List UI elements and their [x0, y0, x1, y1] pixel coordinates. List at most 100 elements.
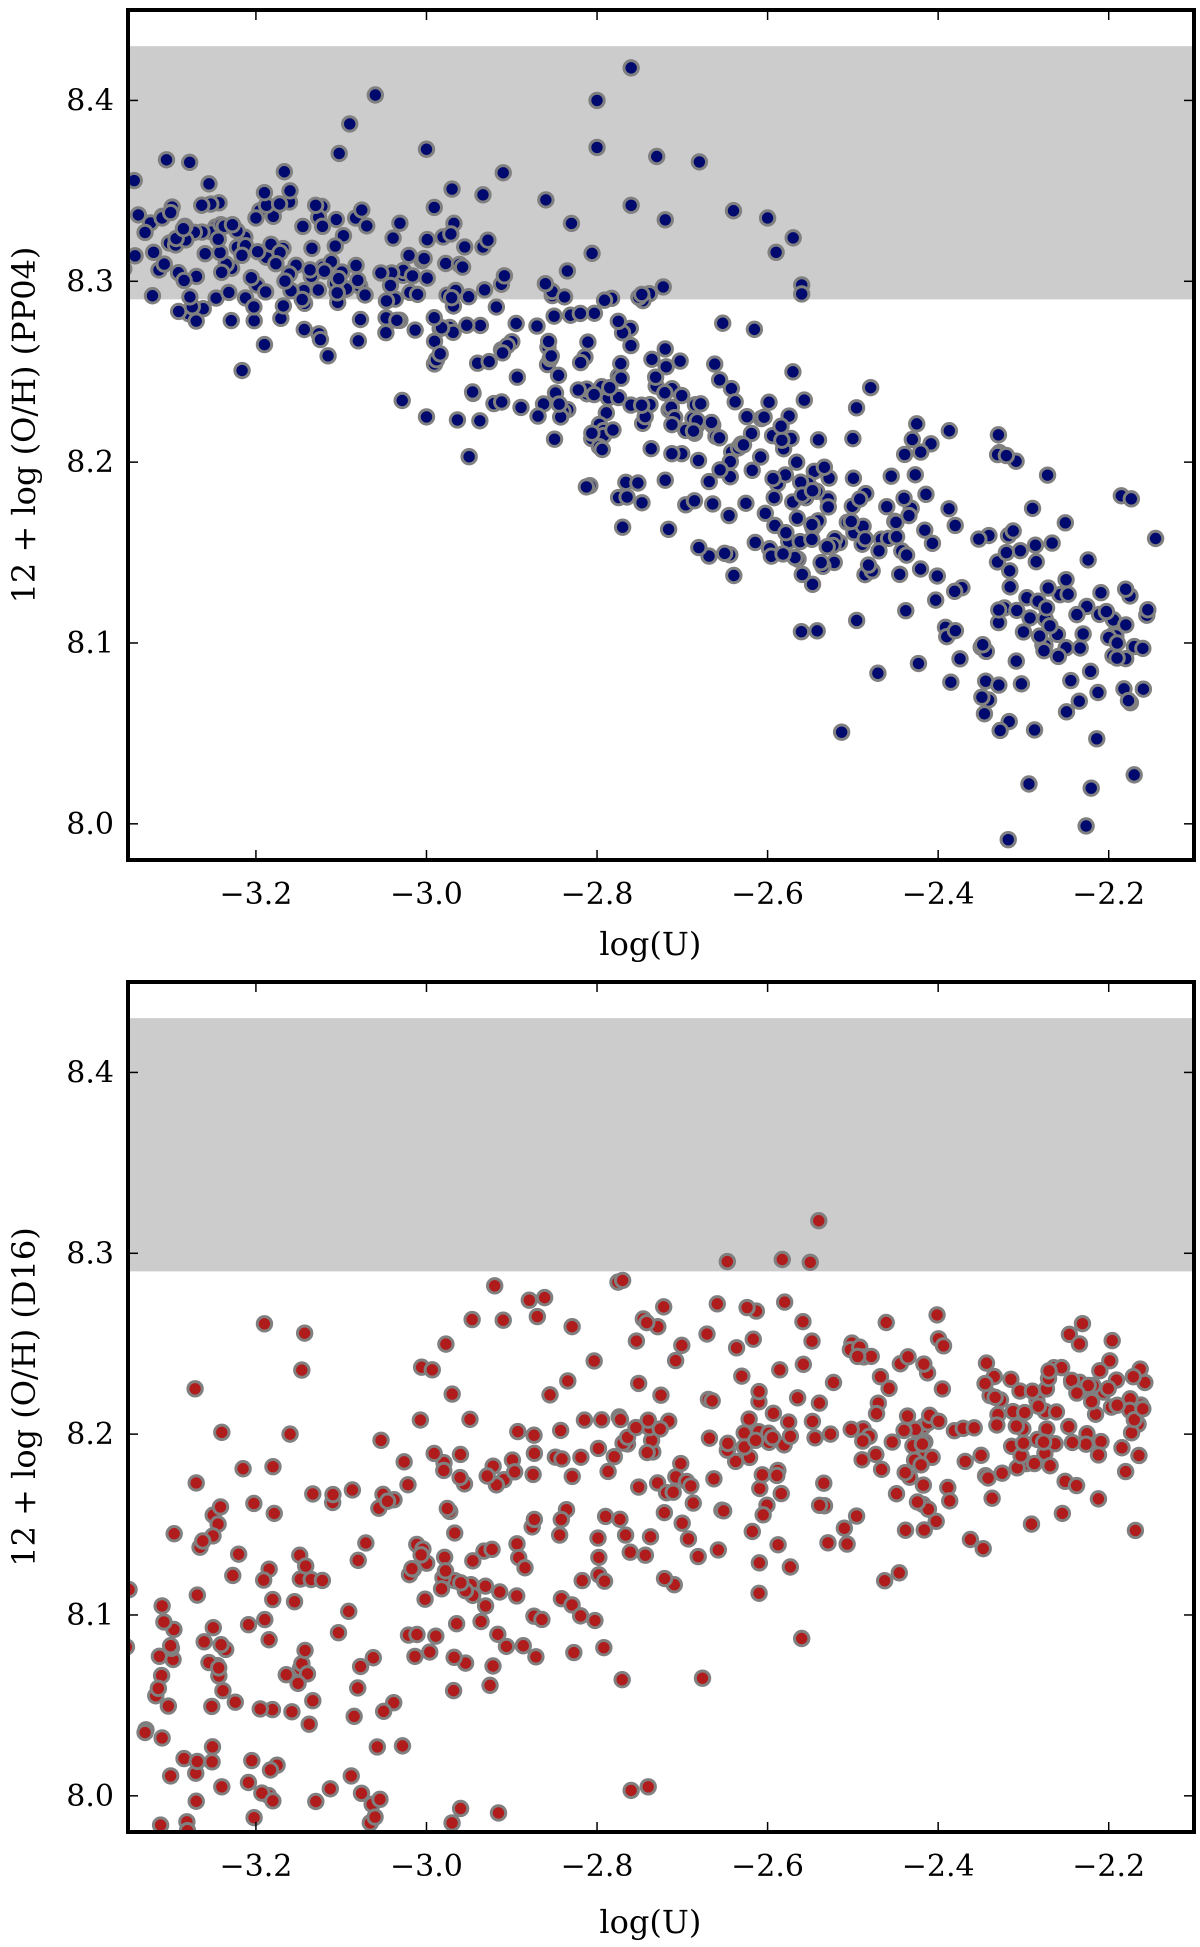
data-point	[589, 1439, 608, 1458]
data-point	[508, 368, 526, 386]
data-point	[403, 267, 422, 285]
data-point	[516, 1559, 534, 1577]
data-point	[629, 1374, 648, 1393]
data-point	[214, 1682, 232, 1700]
data-point	[563, 1317, 581, 1336]
data-point	[391, 214, 409, 232]
data-point	[260, 1631, 278, 1649]
x-tick-label: −3.2	[219, 877, 292, 912]
data-point	[349, 1679, 367, 1697]
data-point	[808, 622, 826, 640]
data-point	[585, 385, 603, 404]
data-point	[328, 284, 346, 302]
data-point	[443, 1385, 461, 1403]
data-point	[1117, 616, 1135, 634]
data-point	[245, 1808, 263, 1827]
data-point	[267, 255, 285, 273]
data-point	[708, 1295, 726, 1313]
data-point	[270, 195, 289, 213]
data-point	[1108, 634, 1126, 652]
data-point	[472, 1612, 490, 1631]
data-point	[803, 515, 821, 534]
data-point	[254, 1571, 273, 1589]
data-point	[460, 448, 478, 466]
data-point	[187, 312, 205, 330]
data-point	[673, 1514, 691, 1532]
data-point	[458, 316, 476, 334]
shaded-band	[128, 1018, 1194, 1272]
data-point	[486, 1277, 504, 1295]
data-point	[489, 1625, 507, 1643]
data-point	[297, 1557, 315, 1575]
data-point	[435, 1461, 453, 1480]
data-point	[710, 429, 729, 447]
y-axis-label: 12 + log (O/H) (PP04)	[5, 247, 43, 604]
data-point	[914, 1476, 933, 1494]
data-point	[393, 1737, 412, 1755]
data-point	[343, 1481, 362, 1499]
data-point	[377, 324, 395, 342]
data-point	[563, 1596, 581, 1614]
data-point	[535, 1288, 554, 1307]
data-point	[758, 209, 777, 227]
data-point	[714, 1502, 733, 1520]
data-point	[162, 1830, 173, 1832]
data-point	[652, 1386, 670, 1404]
data-point	[738, 407, 756, 426]
data-point	[912, 1456, 930, 1474]
data-point	[1025, 1454, 1044, 1473]
data-point	[1034, 1433, 1053, 1451]
data-point	[200, 175, 218, 193]
data-point	[443, 180, 461, 198]
data-point	[319, 347, 337, 365]
data-point	[256, 1610, 274, 1629]
data-point	[973, 688, 991, 706]
data-point	[1027, 553, 1045, 571]
data-point	[181, 1859, 195, 1873]
data-point	[421, 1643, 439, 1661]
data-point	[571, 1607, 590, 1625]
data-point	[642, 439, 660, 458]
data-point	[451, 1468, 469, 1487]
data-point	[718, 1252, 737, 1271]
data-point	[818, 538, 836, 556]
data-point	[1108, 649, 1126, 667]
data-point	[384, 229, 402, 247]
data-point	[351, 1657, 370, 1676]
data-point	[378, 1492, 397, 1510]
panel-top: −3.2 −3.0 −2.8 −2.6 −2.4 −2.2 8.0 8.1 8.2 8.3 8.4 l…	[5, 8, 1196, 963]
data-point	[1101, 1352, 1119, 1370]
data-point	[267, 1927, 281, 1941]
data-point	[903, 430, 922, 449]
data-point	[806, 1429, 824, 1447]
data-point	[368, 1738, 387, 1756]
y-tick-label: 8.1	[66, 1598, 114, 1633]
data-point	[908, 1493, 927, 1511]
data-point	[632, 396, 651, 414]
data-point	[550, 395, 568, 413]
x-tick-label: −2.4	[902, 877, 975, 912]
data-point	[774, 545, 792, 563]
data-point	[558, 262, 577, 280]
data-point	[656, 211, 674, 229]
data-point	[541, 1386, 559, 1404]
data-point	[810, 1212, 828, 1230]
data-point	[374, 1702, 393, 1721]
data-point	[524, 1465, 542, 1484]
data-point	[711, 461, 729, 479]
data-point	[750, 1554, 769, 1572]
data-point	[256, 283, 275, 301]
data-point	[656, 471, 674, 489]
data-point	[861, 378, 880, 397]
data-point	[528, 1307, 547, 1326]
data-point	[1089, 1490, 1108, 1508]
data-point	[412, 1546, 430, 1564]
data-point	[176, 1859, 190, 1873]
data-point	[1020, 775, 1038, 793]
data-point	[1139, 601, 1157, 619]
data-point	[573, 1571, 591, 1590]
data-point	[793, 285, 811, 303]
data-point	[1023, 1382, 1042, 1400]
data-point	[934, 1337, 953, 1355]
data-point	[794, 1355, 813, 1374]
